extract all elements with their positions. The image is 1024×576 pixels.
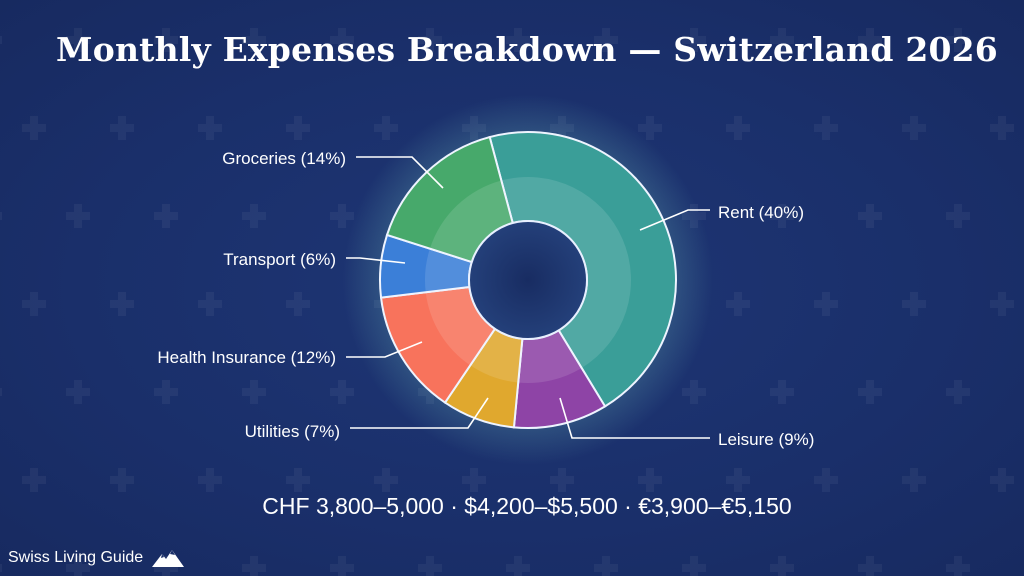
leader-line-3 [346,341,423,358]
slice-label-4: Transport (6%) [223,250,336,269]
leader-line-2 [350,397,489,429]
slice-inner-shade-0 [501,177,632,368]
slice-inner-shade-2 [470,328,523,383]
brand-name: Swiss Living Guide [8,549,144,566]
leader-line-0 [639,209,710,231]
slice-label-1: Leisure (9%) [718,430,814,449]
brand-logo: Swiss Living Guide [8,548,185,568]
chart-title: Monthly Expenses Breakdown — Switzerland… [56,30,998,69]
leader-line-1 [559,397,710,439]
slice-label-3: Health Insurance (12%) [157,348,336,367]
slice-label-5: Groceries (14%) [222,149,346,168]
leader-line-4 [346,257,406,264]
slice-label-2: Utilities (7%) [245,422,340,441]
slice-inner-shade-5 [429,180,513,263]
slice-label-0: Rent (40%) [718,203,804,222]
mountain-icon [152,550,185,567]
slice-inner-shade-3 [425,287,495,366]
leader-line-5 [356,156,444,189]
cost-range: CHF 3,800–5,000 · $4,200–$5,500 · €3,900… [262,493,792,519]
slice-inner-shade-1 [518,330,582,383]
donut-hole [468,220,588,340]
slice-inner-shade-4 [424,248,472,293]
